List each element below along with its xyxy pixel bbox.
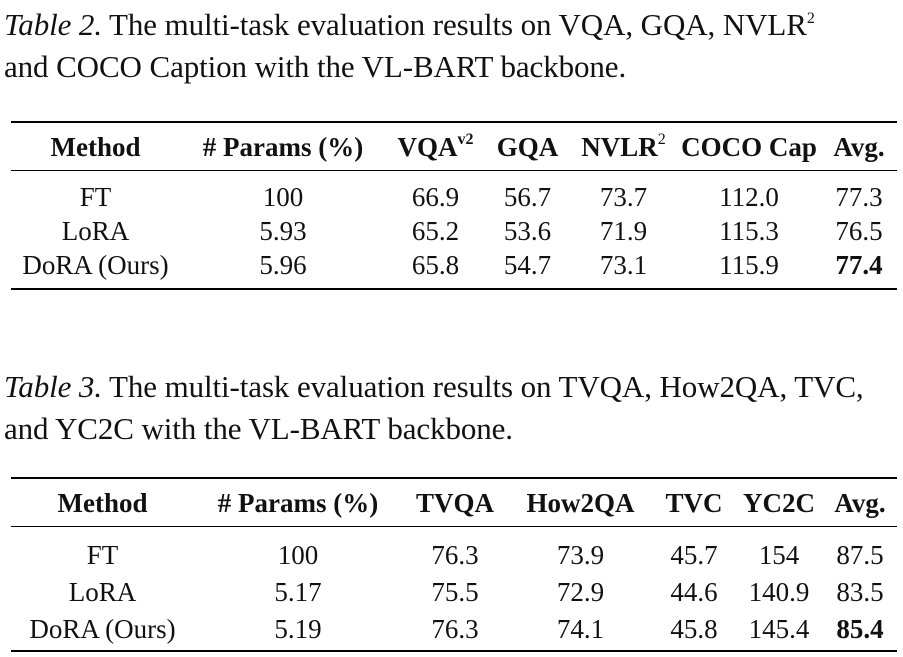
nvlr-cell: 73.7 (599, 182, 648, 212)
table3: Method # Params (%) TVQA How2QA TVC YC2C… (11, 482, 897, 648)
table-row: LoRA 5.17 75.5 72.9 44.6 140.9 83.5 (11, 574, 897, 611)
table2-bottom-rule (11, 288, 897, 290)
avg-cell: 77.3 (835, 182, 883, 212)
params-cell: 5.19 (274, 613, 322, 644)
method-cell: FT (79, 182, 112, 212)
table2-top-rule (11, 121, 897, 123)
table2-header-row: Method # Params (%) VQAv2 GQA NVLR2 COCO… (11, 126, 897, 170)
table2-header-avg: Avg. (833, 132, 885, 163)
table3-caption-label: Table 3. (4, 369, 102, 404)
table-row: FT 100 66.9 56.7 73.7 112.0 77.3 (11, 181, 897, 215)
table2-caption-label: Table 2. (4, 7, 102, 42)
tvc-cell: 44.6 (670, 576, 718, 607)
table-row: DoRA (Ours) 5.96 65.8 54.7 73.1 115.9 77… (11, 249, 897, 283)
tvqa-cell: 75.5 (431, 576, 479, 607)
coco-cell: 115.9 (719, 250, 779, 280)
coco-cell: 115.3 (719, 216, 779, 246)
vqa-cell: 65.8 (411, 250, 460, 280)
table2-header-params: # Params (%) (202, 132, 364, 163)
table2-header-gqa: GQA (496, 132, 559, 163)
avg-cell-best: 85.4 (836, 613, 884, 644)
table-row: FT 100 76.3 73.9 45.7 154 87.5 (11, 537, 897, 574)
table2-header-vqa: VQAv2 (386, 126, 485, 170)
table2-header-method: Method (50, 132, 141, 163)
table3-header-row: Method # Params (%) TVQA How2QA TVC YC2C… (11, 482, 897, 526)
method-cell: DoRA (Ours) (29, 613, 176, 644)
table2-caption: Table 2. The multi-task evaluation resul… (4, 4, 894, 88)
avg-cell: 76.5 (835, 216, 883, 246)
gqa-cell: 56.7 (503, 182, 552, 212)
gqa-cell: 53.6 (503, 216, 552, 246)
nvlr-cell: 73.1 (599, 250, 648, 280)
method-cell: DoRA (Ours) (22, 250, 169, 280)
table3-header-how2qa: How2QA (526, 488, 635, 519)
params-cell: 100 (277, 539, 319, 570)
avg-cell: 87.5 (836, 539, 884, 570)
table3-header-tvqa: TVQA (415, 488, 494, 519)
method-cell: LoRA (61, 216, 130, 246)
method-cell: FT (86, 539, 119, 570)
nvlr-cell: 71.9 (599, 216, 648, 246)
table2-caption-text: The multi-task evaluation results on VQA… (101, 7, 807, 42)
how2qa-cell: 72.9 (556, 576, 605, 607)
tvc-cell: 45.7 (670, 539, 718, 570)
tvqa-cell: 76.3 (431, 613, 479, 644)
table-row: DoRA (Ours) 5.19 76.3 74.1 45.8 145.4 85… (11, 611, 897, 648)
yc2c-cell: 154 (758, 539, 800, 570)
table3-caption: Table 3. The multi-task evaluation resul… (4, 366, 899, 450)
how2qa-cell: 73.9 (556, 539, 605, 570)
params-cell: 5.17 (274, 576, 322, 607)
table3-caption-text: The multi-task evaluation results on TVQ… (4, 369, 864, 446)
table-row: LoRA 5.93 65.2 53.6 71.9 115.3 76.5 (11, 215, 897, 249)
table3-header-params: # Params (%) (217, 488, 379, 519)
table2-header-nvlr-sup: 2 (657, 131, 666, 149)
table2-caption-text-line2: and COCO Caption with the VL-BART backbo… (4, 49, 627, 84)
yc2c-cell: 140.9 (748, 576, 810, 607)
table3-header-method: Method (57, 488, 148, 519)
params-cell: 5.96 (259, 250, 307, 280)
vqa-cell: 66.9 (411, 182, 460, 212)
yc2c-cell: 145.4 (748, 613, 810, 644)
table3-header-yc2c: YC2C (743, 488, 815, 519)
avg-cell-best: 77.4 (835, 250, 883, 280)
table2-header-nvlr-label: NVLR (581, 132, 658, 163)
method-cell: LoRA (68, 576, 137, 607)
params-cell: 5.93 (259, 216, 307, 246)
gqa-cell: 54.7 (503, 250, 552, 280)
table3-header-avg: Avg. (834, 488, 886, 519)
avg-cell: 83.5 (836, 576, 884, 607)
table3-header-tvc: TVC (665, 488, 723, 519)
table2: Method # Params (%) VQAv2 GQA NVLR2 COCO… (11, 126, 897, 283)
table3-top-rule (11, 477, 897, 479)
params-cell: 100 (262, 182, 304, 212)
table2-header-vqa-label: VQA (397, 132, 458, 163)
how2qa-cell: 74.1 (556, 613, 605, 644)
table2-header-vqa-sup: v2 (457, 131, 474, 149)
coco-cell: 112.0 (719, 182, 779, 212)
tvqa-cell: 76.3 (431, 539, 479, 570)
table3-bottom-rule (11, 650, 897, 652)
table2-header-nvlr: NVLR2 (570, 126, 677, 170)
table2-header-coco: COCO Cap (681, 132, 817, 163)
table2-caption-superscript: 2 (806, 10, 815, 27)
vqa-cell: 65.2 (411, 216, 460, 246)
tvc-cell: 45.8 (670, 613, 718, 644)
